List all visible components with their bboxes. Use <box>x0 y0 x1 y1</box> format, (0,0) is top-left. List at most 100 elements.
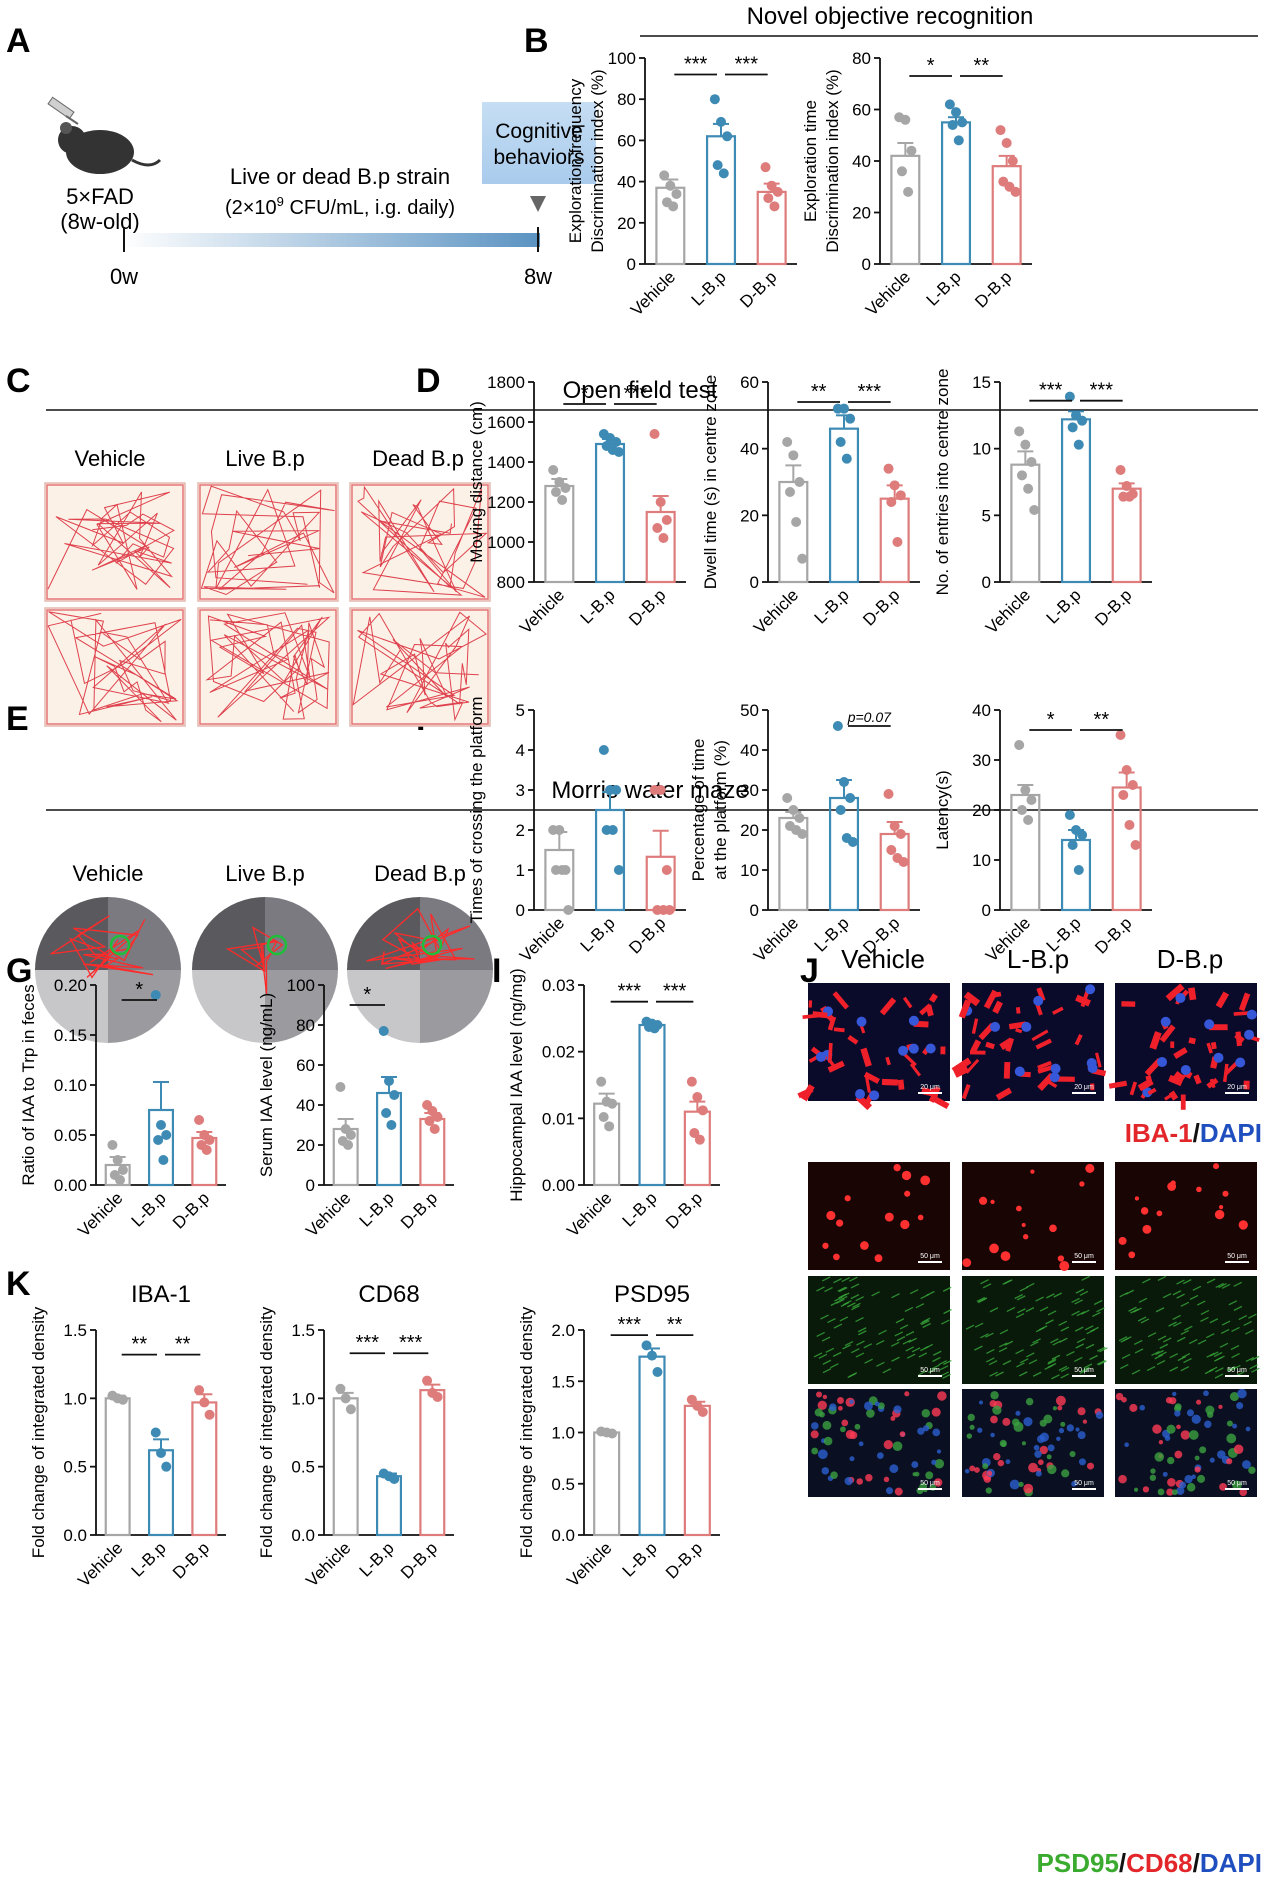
psd95-signal <box>1080 1309 1090 1315</box>
iba1-signal <box>812 1011 828 1019</box>
data-point <box>718 168 729 179</box>
merge-signal <box>1186 1483 1196 1492</box>
iba1-signal <box>1074 1034 1083 1046</box>
iba1-signal <box>1210 1041 1217 1050</box>
platform-marker <box>421 934 443 956</box>
dose-label: (2×109 CFU/mL, i.g. daily) <box>225 194 455 219</box>
merge-signal <box>1239 1488 1248 1497</box>
merge-signal <box>1060 1421 1066 1427</box>
merge-signal <box>1191 1414 1201 1424</box>
merge-signal <box>1077 1431 1086 1440</box>
significance-label: ** <box>667 1314 683 1336</box>
panel-letter-k: K <box>6 1265 31 1303</box>
iba1-signal <box>1056 1076 1075 1082</box>
psd95-signal <box>1146 1365 1156 1372</box>
psd95-signal <box>1189 1294 1199 1300</box>
psd95-signal <box>918 1352 928 1358</box>
psd95-signal <box>1197 1339 1207 1345</box>
iba1-signal <box>963 991 981 1007</box>
psd95-signal <box>1180 1329 1190 1336</box>
x-tick-label: Vehicle <box>302 1538 354 1590</box>
psd95-signal <box>1053 1292 1063 1298</box>
scale-bar-label: 50 μm <box>1227 1480 1247 1487</box>
data-point <box>895 829 906 839</box>
merge-signal <box>1176 1424 1181 1430</box>
psd95-signal <box>821 1276 831 1282</box>
cd68-signal <box>1023 1234 1029 1240</box>
psd95-signal <box>1026 1352 1035 1358</box>
cd68-signal <box>1030 1169 1035 1174</box>
psd95-signal <box>890 1341 900 1347</box>
iba1-signal <box>832 991 849 1010</box>
micrograph-tile: 50 μm <box>1115 1275 1260 1384</box>
pool-quadrant-ne <box>265 897 338 970</box>
merge-signal <box>1057 1405 1063 1411</box>
micrograph-background <box>1115 1162 1257 1270</box>
merge-signal <box>1164 1435 1171 1442</box>
psd95-signal <box>920 1319 929 1325</box>
x-tick-label: L-B.p <box>688 267 730 309</box>
psd95-signal <box>926 1290 935 1297</box>
data-point <box>432 1391 443 1402</box>
dapi-nucleus <box>1050 1063 1061 1074</box>
timeline-bar <box>122 233 540 247</box>
psd95-signal <box>1230 1344 1240 1351</box>
iba1-signal <box>1168 1074 1184 1087</box>
micrograph-tile: 20 μm <box>797 983 950 1111</box>
mwm-group-label-vehicle: Vehicle <box>73 861 144 886</box>
psd95-signal <box>1084 1325 1094 1331</box>
iba1-signal <box>919 1003 932 1016</box>
x-tick-label: Vehicle <box>74 1188 126 1240</box>
data-point <box>671 188 682 199</box>
psd95-signal <box>1169 1353 1179 1359</box>
bar-vehicle <box>1010 463 1041 584</box>
psd95-signal <box>851 1305 860 1311</box>
merge-signal <box>969 1424 975 1430</box>
y-axis-label: Fold change of integrated density <box>517 1306 536 1558</box>
psd95-signal <box>1172 1290 1182 1296</box>
merge-signal <box>1056 1436 1061 1441</box>
data-point <box>689 1128 700 1138</box>
data-point <box>668 201 679 212</box>
merge-signal <box>1035 1470 1042 1477</box>
psd95-signal <box>1004 1340 1014 1346</box>
dapi-nucleus <box>1175 993 1186 1004</box>
psd95-signal <box>911 1347 921 1353</box>
y-tick-label: 0 <box>306 1176 315 1195</box>
data-point <box>384 1076 394 1086</box>
y-tick-label: 1.5 <box>551 1372 575 1391</box>
dapi-nucleus <box>815 1051 826 1062</box>
psd95-signal <box>1046 1293 1055 1299</box>
data-point <box>722 131 733 142</box>
psd95-signal <box>941 1319 950 1325</box>
data-point <box>659 170 670 181</box>
micrograph-background <box>962 1162 1104 1270</box>
psd95-signal <box>1249 1364 1258 1370</box>
psd95-signal <box>1216 1355 1225 1361</box>
merge-signal <box>985 1487 992 1494</box>
psd95-signal <box>985 1332 994 1338</box>
movement-trace <box>352 611 487 722</box>
psd95-signal <box>989 1307 999 1313</box>
psd95-signal <box>1162 1293 1172 1299</box>
data-point <box>832 721 843 731</box>
data-point <box>841 453 852 464</box>
y-tick-label: 15 <box>972 373 991 392</box>
psd95-signal <box>1245 1356 1255 1363</box>
cd68-signal <box>1128 1251 1136 1259</box>
merge-signal <box>1188 1430 1199 1440</box>
psd95-signal <box>1209 1318 1219 1324</box>
iba1-signal <box>1188 1037 1196 1045</box>
merge-signal <box>856 1478 863 1485</box>
data-point <box>697 1105 708 1116</box>
psd95-signal <box>1016 1362 1025 1368</box>
merge-signal <box>990 1415 998 1424</box>
psd95-signal <box>908 1337 917 1343</box>
cd68-signal <box>1170 1180 1176 1186</box>
psd95-signal <box>986 1348 995 1355</box>
iba1-signal <box>909 1063 922 1077</box>
psd95-signal <box>827 1318 836 1324</box>
data-point <box>947 119 958 130</box>
psd95-signal <box>1047 1359 1056 1365</box>
cd68-signal <box>1118 1236 1127 1245</box>
